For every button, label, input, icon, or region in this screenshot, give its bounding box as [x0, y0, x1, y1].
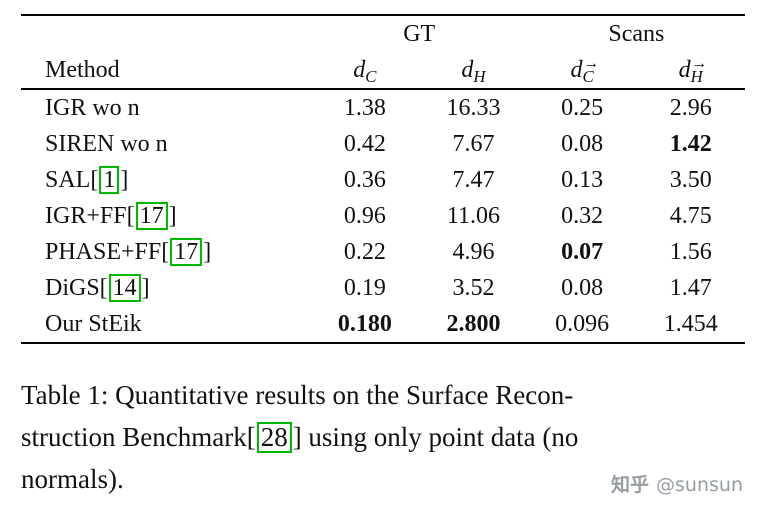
metric-header-c: dC	[310, 52, 420, 90]
citation-link[interactable]: 17	[135, 202, 168, 230]
table-row: SAL[1] 0.36 7.47 0.13 3.50	[21, 162, 745, 198]
value-cell: 0.08	[561, 131, 604, 157]
method-cell: PHASE+FF[17]	[45, 238, 212, 266]
value-cell: 0.22	[343, 239, 386, 265]
table-caption: Table 1: Quantitative results on the Sur…	[21, 374, 741, 500]
method-cell: SIREN wo n	[45, 131, 168, 157]
method-cell: DiGS[14]	[45, 274, 150, 302]
value-cell: 0.42	[343, 131, 386, 157]
method-cell: IGR wo n	[45, 95, 140, 121]
group-header-spacer	[21, 15, 311, 52]
value-cell: 0.180	[337, 311, 392, 337]
method-cell: SAL[1]	[45, 166, 129, 194]
citation-link[interactable]: 14	[108, 274, 141, 302]
value-cell: 3.50	[669, 167, 712, 193]
value-cell: 16.33	[446, 95, 501, 121]
value-cell: 0.19	[343, 275, 386, 301]
table-body: IGR wo n 1.38 16.33 0.25 2.96 SIREN wo n 0.42 7…	[21, 89, 745, 343]
value-cell: 1.47	[669, 275, 712, 301]
table-row: IGR+FF[17] 0.96 11.06 0.32 4.75	[21, 198, 745, 234]
value-cell: 7.47	[452, 167, 495, 193]
value-cell: 0.96	[343, 203, 386, 229]
metric-header-h-vec: d → H	[636, 52, 745, 90]
value-cell: 1.38	[343, 95, 386, 121]
table-row: PHASE+FF[17] 0.22 4.96 0.07 1.56	[21, 234, 745, 270]
method-cell: IGR+FF[17]	[45, 202, 177, 230]
caption-line: normals).	[21, 464, 124, 494]
method-cell: Our StEik	[45, 311, 142, 337]
table-row: SIREN wo n 0.42 7.67 0.08 1.42	[21, 126, 745, 162]
table-row: Our StEik 0.180 2.800 0.096 1.454	[21, 306, 745, 343]
value-cell: 7.67	[452, 131, 495, 157]
value-cell: 0.13	[561, 167, 604, 193]
metric-header-h: dH	[419, 52, 528, 90]
value-cell: 0.25	[561, 95, 604, 121]
value-cell: 1.42	[669, 131, 712, 157]
group-header-row: GT Scans	[21, 15, 745, 52]
group-header-scans: Scans	[608, 21, 665, 47]
citation-link[interactable]: 28	[256, 422, 292, 453]
caption-line: struction Benchmark[28] using only point…	[21, 422, 579, 453]
value-cell: 1.56	[669, 239, 712, 265]
value-cell: 3.52	[452, 275, 495, 301]
watermark: 知乎 @sunsun	[611, 470, 743, 497]
value-cell: 4.96	[452, 239, 495, 265]
citation-link[interactable]: 1	[99, 166, 120, 194]
table-row: DiGS[14] 0.19 3.52 0.08 1.47	[21, 270, 745, 306]
method-header: Method	[21, 52, 311, 90]
value-cell: 0.08	[561, 275, 604, 301]
citation-link[interactable]: 17	[170, 238, 203, 266]
value-cell: 2.800	[446, 311, 501, 337]
value-cell: 4.75	[669, 203, 712, 229]
value-cell: 1.454	[663, 311, 718, 337]
watermark-brand: 知乎	[611, 474, 650, 496]
value-cell: 11.06	[446, 203, 501, 229]
caption-line: Table 1: Quantitative results on the Sur…	[21, 380, 574, 410]
group-header-gt: GT	[403, 21, 436, 47]
value-cell: 2.96	[669, 95, 712, 121]
metric-header-c-vec: d → C	[527, 52, 637, 90]
value-cell: 0.096	[555, 311, 610, 337]
value-cell: 0.32	[561, 203, 604, 229]
value-cell: 0.07	[561, 239, 604, 265]
watermark-handle: @sunsun	[656, 474, 743, 496]
table-row: IGR wo n 1.38 16.33 0.25 2.96	[21, 89, 745, 126]
value-cell: 0.36	[343, 167, 386, 193]
